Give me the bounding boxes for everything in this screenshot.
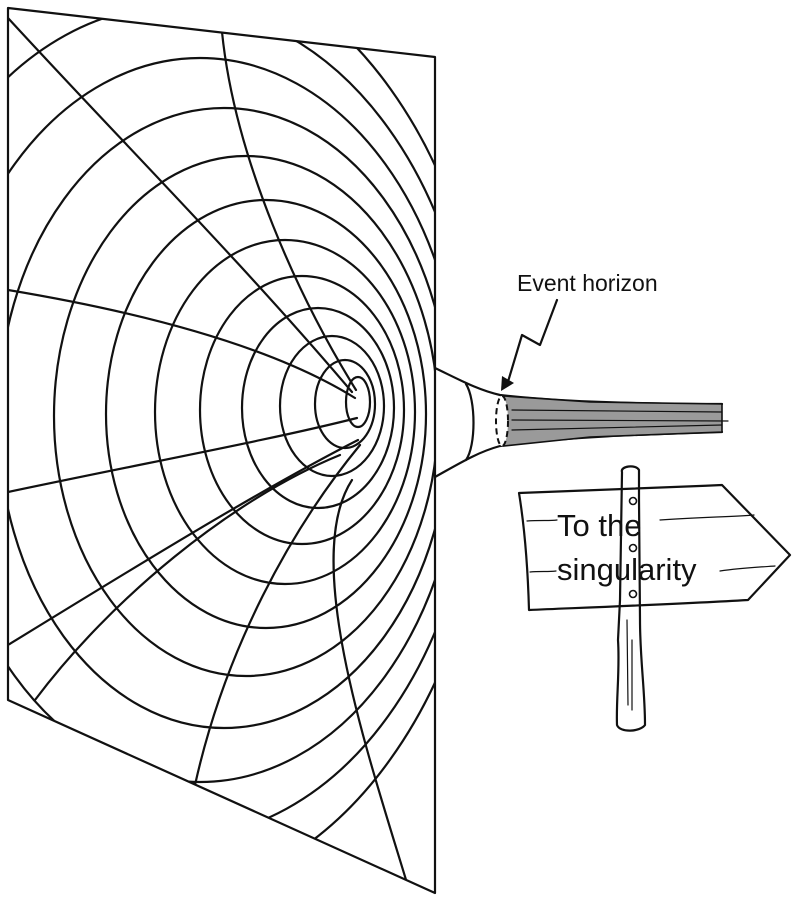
pole-grain xyxy=(626,619,629,706)
signpost: To the singularity xyxy=(517,465,792,732)
signpost-pole xyxy=(615,465,647,732)
sign-grain xyxy=(659,514,755,521)
sign-nail xyxy=(628,496,638,506)
sign-nail xyxy=(628,589,638,599)
tube-line xyxy=(511,419,729,422)
funnel-throat xyxy=(433,366,729,479)
grid-ring xyxy=(240,306,396,510)
sign-text-line2: singularity xyxy=(557,552,697,587)
grid-ring xyxy=(198,274,406,546)
tube-line xyxy=(511,424,723,431)
grid-ring xyxy=(278,334,386,478)
radial-line xyxy=(8,16,354,394)
radial-line xyxy=(8,288,357,400)
sign-grain xyxy=(719,565,776,572)
funnel-ring xyxy=(464,382,475,462)
label-pointer-arrow xyxy=(501,298,559,391)
radial-line xyxy=(220,30,358,392)
radial-line xyxy=(332,478,412,893)
grid-rings xyxy=(8,8,435,893)
grid-radials xyxy=(8,16,412,893)
grid-ring xyxy=(313,358,377,450)
sign-grain xyxy=(529,570,557,573)
sign-text-line1: To the xyxy=(557,508,641,543)
grid-ring xyxy=(104,198,428,630)
grid-ring xyxy=(8,56,435,784)
radial-line xyxy=(8,438,360,647)
sign-grain xyxy=(526,519,558,522)
radial-line xyxy=(193,443,362,787)
sign-nail xyxy=(628,543,638,553)
grid-ring xyxy=(8,106,435,730)
event-horizon-label: Event horizon xyxy=(517,270,658,296)
grid-ring xyxy=(153,238,417,586)
funnel-upper-edge xyxy=(433,366,724,406)
grid-ring xyxy=(8,8,435,893)
event-horizon-ring xyxy=(495,395,509,447)
radial-line xyxy=(8,416,359,494)
grid-ring xyxy=(344,375,372,429)
grid-ring xyxy=(52,154,435,678)
radial-line xyxy=(33,453,342,702)
spacetime-sheet xyxy=(6,6,437,895)
sign-board xyxy=(517,483,792,612)
tube-line xyxy=(511,409,723,413)
